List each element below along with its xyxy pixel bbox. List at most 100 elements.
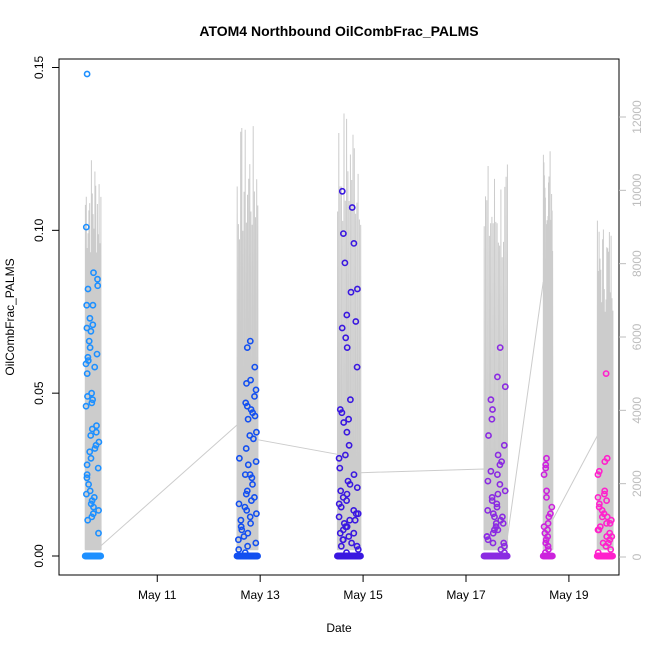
data-point-zero [503,552,511,560]
data-point [484,506,492,514]
data-point [251,363,259,371]
data-point [488,493,496,501]
data-point [251,392,258,400]
data-point [336,529,344,537]
data-point [348,204,356,211]
data-point [596,500,603,508]
data-point [87,432,95,439]
data-point [494,490,502,498]
data-point [82,402,90,410]
data-point [92,441,100,449]
data-point [354,510,362,518]
data-point [542,464,550,472]
data-point [496,461,504,469]
data-point [500,441,508,449]
data-point [598,513,606,521]
altitude-profile-3 [336,113,362,551]
data-point [500,542,508,550]
data-point [341,451,349,459]
data-point [94,275,101,283]
data-point [95,506,102,514]
data-point [594,493,602,501]
data-point [247,376,254,384]
data-point [84,392,91,400]
data-point [93,350,101,358]
data-point [493,500,501,508]
data-point-zero [357,552,364,560]
data-point [238,526,246,534]
data-point [339,536,347,544]
data-point [543,493,550,501]
data-point [548,503,556,511]
data-point [246,432,254,439]
data-point [348,539,355,547]
data-point [543,487,550,495]
y-tick-label: 0.10 [32,218,46,242]
data-point [544,542,552,550]
data-point [501,383,509,391]
x-tick-label: May 13 [240,588,280,602]
data-point [607,546,615,553]
data-point [338,187,346,195]
data-point [242,490,250,498]
data-point [602,370,610,377]
y2-tick-label: 4000 [630,397,644,424]
data-point [350,529,358,537]
data-point [88,513,96,521]
data-point [345,533,353,540]
data-point [340,419,348,426]
data-point [82,223,90,231]
data-point [88,425,96,433]
data-point [347,288,355,296]
data-point [353,285,361,293]
data-point [492,520,500,527]
data-point [354,546,362,553]
y2-tick-label: 10000 [630,173,644,207]
data-point [246,513,254,521]
x-tick-label: May 11 [138,588,177,602]
data-point [351,516,359,524]
data-point [244,542,251,550]
data-point [489,406,496,413]
data-point [603,497,610,504]
data-point [85,337,93,345]
data-point [82,360,90,368]
data-point [338,324,346,332]
data-point [337,487,345,495]
data-point [493,373,501,381]
data-point [243,379,250,387]
data-point [343,497,350,504]
plot-frame [58,58,620,576]
data-point [249,480,256,488]
data-point [341,259,349,267]
x-tick-label: May 17 [446,588,486,602]
altitude-lines [84,113,614,551]
data-point [88,497,96,504]
data-point [606,520,614,527]
data-point [336,464,344,472]
data-point [489,510,497,518]
data-point [352,318,360,325]
y2-tick-label: 12000 [630,100,644,134]
data-point [83,471,91,478]
data-point [345,415,352,423]
data-point [545,513,553,521]
data-point [235,546,243,553]
data-point [89,396,96,404]
data-point [88,389,95,397]
data-point [485,432,492,439]
data-point [94,282,102,290]
data-point [86,448,94,456]
data-point [246,337,254,345]
data-point [252,458,260,465]
data-point [542,536,550,544]
y-tick-label: 0.00 [32,544,46,568]
data-point [594,471,602,478]
data-point [491,513,498,521]
data-point [235,500,243,508]
data-point [237,516,245,524]
data-point [84,285,92,293]
data-point [83,324,91,332]
data-point [540,471,548,478]
